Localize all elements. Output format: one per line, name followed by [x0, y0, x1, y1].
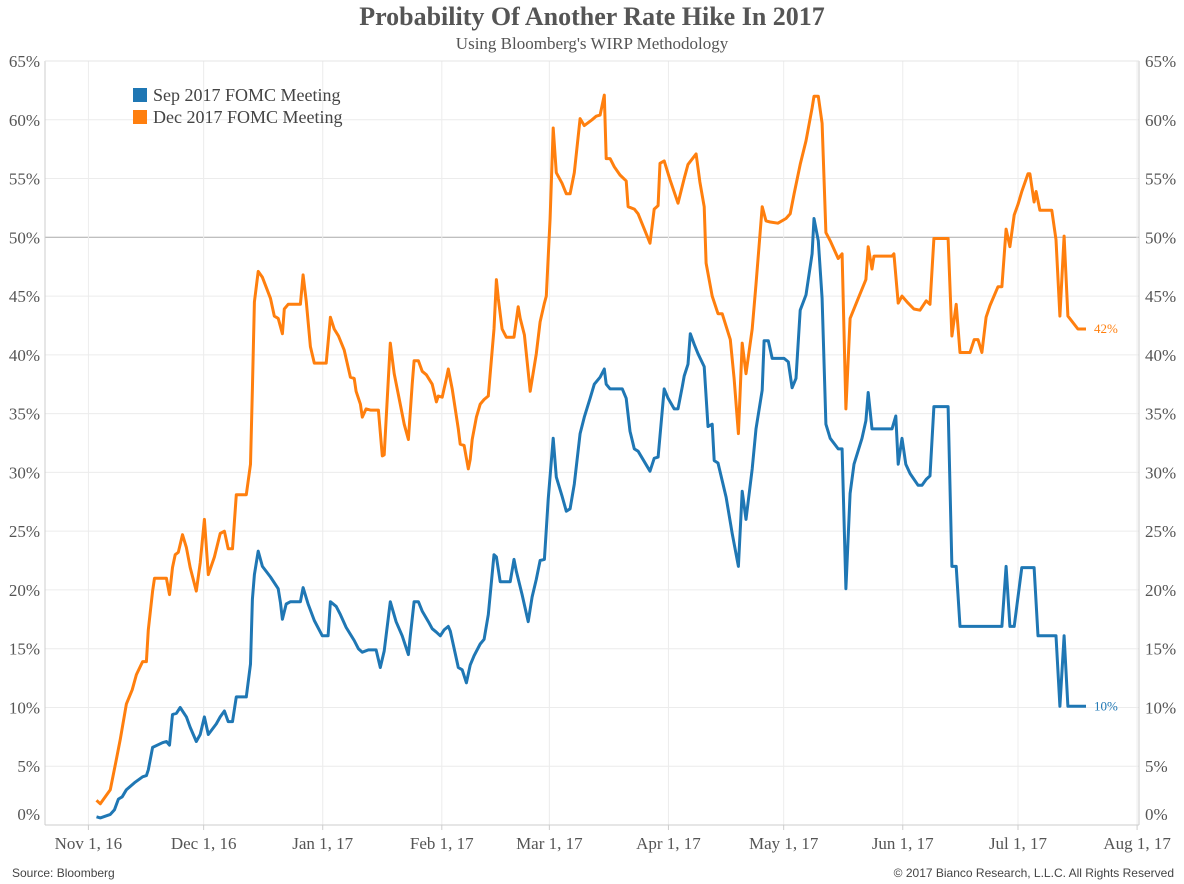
x-tick-label: Feb 1, 17 [410, 834, 474, 853]
x-tick-label: Aug 1, 17 [1103, 834, 1171, 853]
y-tick-label-left: 60% [9, 111, 40, 130]
y-tick-label-right: 40% [1145, 346, 1176, 365]
x-tick-label: Jun 1, 17 [872, 834, 934, 853]
y-tick-label-left: 50% [9, 228, 40, 247]
chart-subtitle: Using Bloomberg's WIRP Methodology [455, 34, 729, 53]
gridlines [45, 60, 1139, 825]
y-tick-label-right: 35% [1145, 405, 1176, 424]
legend-label: Dec 2017 FOMC Meeting [153, 107, 342, 127]
legend-label: Sep 2017 FOMC Meeting [153, 85, 341, 105]
y-tick-label-right: 55% [1145, 170, 1176, 189]
y-tick-label-right: 10% [1145, 698, 1176, 717]
y-tick-label-right: 15% [1145, 640, 1176, 659]
y-tick-label-right: 5% [1145, 757, 1168, 776]
y-tick-label-left: 30% [9, 463, 40, 482]
y-tick-label-left: 55% [9, 170, 40, 189]
chart-title: Probability Of Another Rate Hike In 2017 [359, 2, 825, 31]
y-tick-label-left: 5% [17, 757, 40, 776]
legend-swatch [133, 110, 147, 124]
end-value-label: 42% [1094, 321, 1118, 336]
series-line-dec-2017 [95, 93, 1086, 806]
series-lines: 10% 42% [95, 93, 1118, 820]
y-tick-label-right: 30% [1145, 463, 1176, 482]
x-tick-label: Jul 1, 17 [989, 834, 1048, 853]
y-tick-label-left: 15% [9, 640, 40, 659]
y-tick-label-left: 25% [9, 522, 40, 541]
x-tick-label: Mar 1, 17 [516, 834, 583, 853]
legend-swatch [133, 88, 147, 102]
y-tick-label-left: 35% [9, 405, 40, 424]
y-tick-label-right: 45% [1145, 287, 1176, 306]
y-tick-label-right: 65% [1145, 52, 1176, 71]
x-tick-label: Apr 1, 17 [636, 834, 701, 853]
y-tick-label-left: 20% [9, 581, 40, 600]
source-note: Source: Bloomberg [12, 866, 115, 880]
axes: 0% 0% 5% 5% 10% 10% 15% 15% 20% 20% 25% 25% 30% 30% 35… [9, 52, 1176, 853]
series-line-sep-2017 [96, 217, 1086, 820]
y-tick-label-left: 65% [9, 52, 40, 71]
x-tick-label: Dec 1, 16 [171, 834, 237, 853]
y-tick-label-right: 60% [1145, 111, 1176, 130]
y-tick-label-left: 10% [9, 698, 40, 717]
x-tick-label: Nov 1, 16 [55, 834, 123, 853]
x-tick-label: May 1, 17 [749, 834, 819, 853]
copyright-note: © 2017 Bianco Research, L.L.C. All Right… [893, 866, 1174, 880]
x-tick-label: Jan 1, 17 [292, 834, 353, 853]
y-tick-label-right: 25% [1145, 522, 1176, 541]
end-value-label: 10% [1094, 698, 1118, 713]
y-tick-label-right: 20% [1145, 581, 1176, 600]
y-tick-label-right: 0% [1145, 805, 1168, 824]
y-tick-label-left: 40% [9, 346, 40, 365]
y-tick-label-right: 50% [1145, 228, 1176, 247]
y-tick-label-left: 45% [9, 287, 40, 306]
y-tick-label-left: 0% [17, 805, 40, 824]
